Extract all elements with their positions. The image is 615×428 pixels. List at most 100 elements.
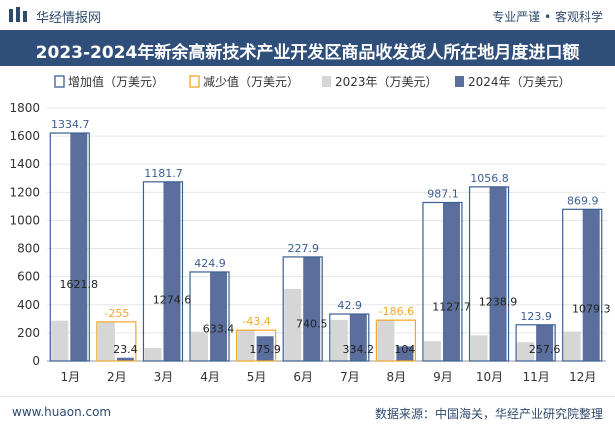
y-tick-label: 1600 — [9, 129, 40, 143]
y-tick-label: 400 — [17, 298, 40, 312]
bar-2024 — [116, 357, 134, 361]
bar-2024 — [582, 209, 600, 361]
website-link[interactable]: www.huaon.com — [12, 405, 112, 419]
change-label: -186.6 — [379, 305, 414, 318]
value-2024-label: 740.5 — [296, 318, 328, 331]
change-label: 1181.7 — [144, 167, 183, 180]
x-tick-label: 9月 — [433, 370, 453, 384]
chart-legend: 增加值（万美元） 减少值（万美元） 2023年（万美元） 2024年（万美元） — [54, 74, 571, 89]
x-tick-label: 6月 — [293, 370, 313, 384]
bar-2023 — [144, 347, 162, 361]
bar-2023 — [191, 331, 209, 361]
decrease-box — [236, 329, 277, 362]
increase-box — [49, 132, 90, 362]
x-tick-label: 12月 — [569, 370, 596, 384]
y-tick-label: 1800 — [9, 101, 40, 115]
y-tick-label: 0 — [32, 354, 40, 368]
bar-2023 — [330, 320, 348, 361]
y-tick-label: 1000 — [9, 213, 40, 227]
legend-label-2: 减少值（万美元） — [203, 74, 299, 89]
bar-2023 — [51, 320, 69, 361]
increase-box — [282, 256, 323, 362]
bar-2024 — [163, 181, 181, 361]
bar-2023 — [284, 288, 302, 361]
change-label: -255 — [104, 307, 129, 320]
value-2024-label: 1127.7 — [432, 300, 471, 313]
y-tick-label: 800 — [17, 242, 40, 256]
value-2024-label: 257.6 — [529, 343, 561, 356]
change-label: 42.9 — [338, 299, 363, 312]
grid-lines — [47, 107, 606, 334]
bar-2023 — [97, 321, 115, 361]
value-2024-label: 23.4 — [113, 343, 138, 356]
bar-2024 — [489, 186, 507, 361]
change-label: 424.9 — [194, 257, 226, 270]
decrease-box — [375, 319, 416, 362]
data-labels: 1334.7 1621.8 -255 23.4 1181.7 1274.6 424.9 633… — [51, 118, 610, 356]
change-label: 1056.8 — [470, 172, 509, 185]
top-bar: 华经情报网 专业严谨 • 客观科学 — [0, 0, 615, 30]
change-label: 987.1 — [427, 187, 459, 200]
bar-2024 — [536, 324, 554, 361]
legend-label-4: 2024年（万美元） — [468, 75, 571, 89]
bar-2023 — [563, 331, 581, 361]
brand-name: 华经情报网 — [36, 11, 102, 26]
y-tick-label: 600 — [17, 270, 40, 284]
bar-2023 — [470, 335, 488, 361]
bar-2024 — [303, 256, 321, 361]
bar-2023 — [423, 341, 441, 361]
bar-2024 — [442, 202, 460, 361]
bar-2024 — [256, 336, 274, 361]
value-2024-label: 175.9 — [249, 343, 281, 356]
x-tick-label: 2月 — [107, 370, 127, 384]
x-tick-label: 3月 — [154, 370, 174, 384]
value-2024-label: 1274.6 — [153, 294, 192, 307]
bar-2023 — [237, 330, 255, 361]
legend-label-3: 2023年（万美元） — [335, 75, 438, 89]
brand-logo-icon — [9, 7, 27, 22]
legend-swatch-3 — [322, 76, 331, 87]
x-tick-label: 5月 — [247, 370, 267, 384]
increase-box — [189, 271, 230, 362]
data-source: 数据来源：中国海关，华经产业研究院整理 — [374, 407, 603, 421]
chart-title: 2023-2024年新余高新技术产业开发区商品收发货人所在地月度进口额 — [35, 43, 580, 63]
bar-2024 — [210, 271, 228, 361]
value-2024-label: 1621.8 — [60, 278, 99, 291]
x-axis: 1月 2月 3月 4月 5月 6月 7月 8月 9月 10月 11月 12月 — [60, 370, 596, 384]
change-label: -43.4 — [242, 315, 270, 328]
bar-2023 — [517, 342, 535, 361]
decrease-box — [96, 321, 137, 362]
y-tick-label: 1200 — [9, 185, 40, 199]
increase-box — [329, 313, 370, 362]
y-tick-label: 1400 — [9, 157, 40, 171]
bar-2024 — [349, 314, 367, 361]
value-2024-label: 1079.3 — [572, 302, 611, 315]
value-2024-label: 633.4 — [203, 323, 235, 336]
x-tick-label: 8月 — [387, 370, 407, 384]
value-2024-label: 1238.9 — [479, 295, 518, 308]
bar-2024 — [396, 346, 414, 361]
legend-swatch-4 — [455, 76, 464, 87]
increase-box — [468, 186, 510, 362]
tagline: 专业严谨 • 客观科学 — [492, 10, 603, 24]
x-tick-label: 11月 — [522, 370, 549, 384]
value-2024-label: 104 — [394, 343, 415, 356]
bar-2023 — [377, 320, 395, 361]
value-2024-label: 334.2 — [343, 343, 375, 356]
y-axis: 0 200 400 600 800 1000 1200 1400 1600 1800 — [9, 101, 606, 368]
x-tick-label: 7月 — [340, 370, 360, 384]
x-tick-label: 10月 — [476, 370, 503, 384]
y-tick-label: 200 — [17, 326, 40, 340]
increase-box — [422, 201, 463, 362]
increase-box — [515, 324, 556, 362]
x-tick-label: 4月 — [200, 370, 220, 384]
footer: www.huaon.com 数据来源：中国海关，华经产业研究院整理 — [0, 396, 615, 428]
legend-swatch-1 — [54, 75, 65, 88]
bars — [49, 132, 603, 362]
legend-swatch-2 — [189, 75, 200, 88]
chart: 增加值（万美元） 减少值（万美元） 2023年（万美元） 2024年（万美元） 0 20… — [9, 74, 610, 384]
increase-box — [142, 181, 184, 362]
bar-2024 — [70, 133, 88, 361]
change-label: 227.9 — [287, 242, 319, 255]
x-tick-label: 1月 — [60, 370, 80, 384]
